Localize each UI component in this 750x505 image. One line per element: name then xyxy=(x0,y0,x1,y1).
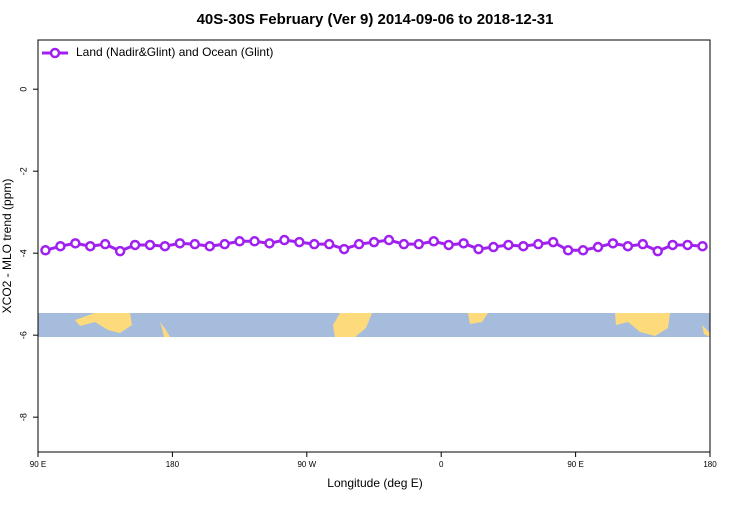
data-point xyxy=(99,238,111,250)
data-point xyxy=(458,238,469,249)
data-point xyxy=(114,245,126,257)
legend-label: Land (Nadir&Glint) and Ocean (Glint) xyxy=(76,45,273,59)
data-point xyxy=(189,238,201,250)
plot-frame xyxy=(37,39,711,453)
y-tick-label: -8 xyxy=(18,413,28,421)
data-point xyxy=(503,239,514,251)
data-point xyxy=(398,238,410,250)
data-point xyxy=(443,239,454,251)
data-point xyxy=(488,241,499,253)
map-strip xyxy=(38,313,710,337)
data-point xyxy=(264,238,275,249)
data-point xyxy=(682,239,693,251)
y-tick-label: 0 xyxy=(18,87,28,92)
data-point xyxy=(219,238,230,250)
data-point xyxy=(473,243,484,255)
data-point xyxy=(85,240,96,252)
data-point xyxy=(353,238,365,250)
data-point xyxy=(518,240,529,252)
data-point xyxy=(383,234,395,246)
data-point xyxy=(428,236,439,247)
data-point xyxy=(234,236,245,247)
data-point xyxy=(174,238,186,249)
data-point xyxy=(159,240,171,252)
data-point xyxy=(70,238,81,249)
data-point xyxy=(413,238,425,250)
chart-title: 40S-30S February (Ver 9) 2014-09-06 to 2… xyxy=(197,11,554,28)
y-tick-label: -6 xyxy=(18,331,28,339)
data-point xyxy=(622,240,634,252)
data-point xyxy=(637,238,649,250)
data-point xyxy=(129,239,141,251)
legend: Land (Nadir&Glint) and Ocean (Glint) xyxy=(42,45,273,59)
data-point xyxy=(697,240,708,252)
y-tick-label: -4 xyxy=(18,249,28,257)
data-point xyxy=(652,245,663,257)
data-point xyxy=(607,238,619,249)
x-tick-label: 0 xyxy=(439,460,444,469)
x-tick-label: 90 E xyxy=(567,460,583,469)
data-point xyxy=(562,245,574,256)
data-point xyxy=(309,238,320,250)
x-tick-label: 90 W xyxy=(297,460,316,469)
data-point xyxy=(533,238,544,250)
data-point xyxy=(204,240,215,252)
data-point xyxy=(249,236,260,247)
x-tick-label: 90 E xyxy=(30,460,46,469)
data-point xyxy=(547,236,559,248)
data-point xyxy=(279,234,290,246)
legend-marker xyxy=(49,47,61,59)
data-point xyxy=(323,238,335,250)
data-point xyxy=(55,240,66,252)
data-point xyxy=(368,236,380,248)
data-point xyxy=(144,239,156,251)
y-tick-label: -2 xyxy=(18,167,28,175)
y-axis-label: XCO2 - MLO trend (ppm) xyxy=(0,179,14,314)
data-point xyxy=(40,245,51,256)
data-point xyxy=(338,243,350,255)
data-point xyxy=(592,241,604,253)
data-point xyxy=(667,239,678,251)
x-tick-label: 180 xyxy=(703,460,717,469)
data-point xyxy=(577,245,589,256)
x-tick-label: 180 xyxy=(166,460,180,469)
data-point xyxy=(294,236,305,248)
x-axis-label: Longitude (deg E) xyxy=(327,476,422,490)
